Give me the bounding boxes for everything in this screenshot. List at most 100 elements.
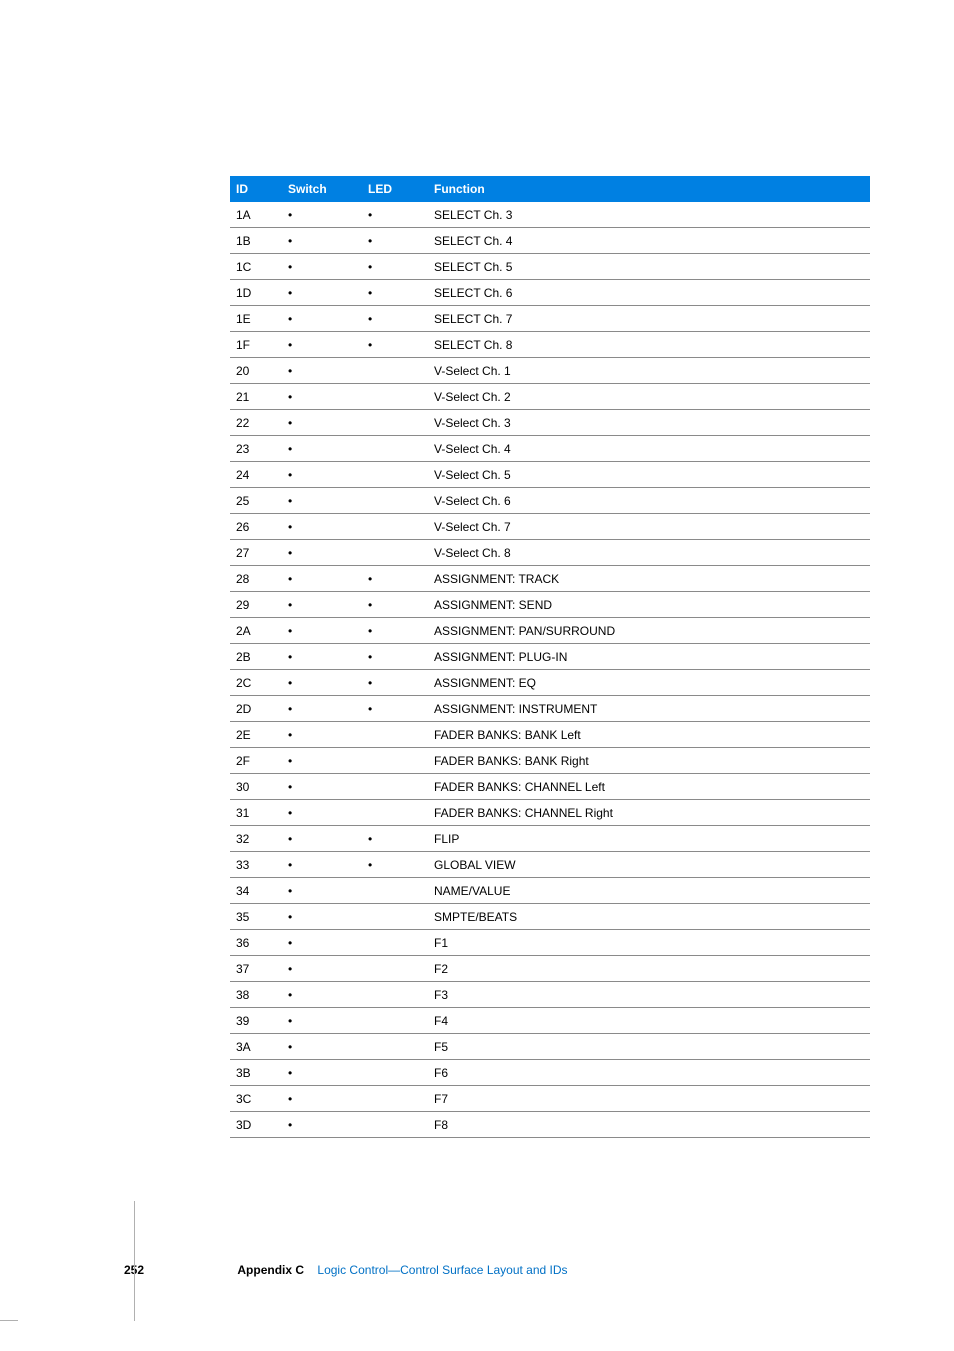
cell-id: 2C (230, 670, 282, 696)
cell-id: 1E (230, 306, 282, 332)
cell-id: 21 (230, 384, 282, 410)
cell-led: • (362, 254, 428, 280)
table-row: 1B••SELECT Ch. 4 (230, 228, 870, 254)
cell-function: SELECT Ch. 8 (428, 332, 870, 358)
cell-switch: • (282, 774, 362, 800)
cell-led (362, 800, 428, 826)
cell-function: SELECT Ch. 4 (428, 228, 870, 254)
cell-led: • (362, 592, 428, 618)
cell-switch: • (282, 956, 362, 982)
page-footer: 252 Appendix C Logic Control—Control Sur… (124, 1263, 568, 1277)
cell-id: 35 (230, 904, 282, 930)
table-row: 37•F2 (230, 956, 870, 982)
cell-id: 2B (230, 644, 282, 670)
cell-switch: • (282, 722, 362, 748)
cell-switch: • (282, 1086, 362, 1112)
table-row: 3D•F8 (230, 1112, 870, 1138)
cell-led (362, 774, 428, 800)
cell-function: FADER BANKS: CHANNEL Right (428, 800, 870, 826)
cell-switch: • (282, 1112, 362, 1138)
cell-id: 2A (230, 618, 282, 644)
cell-id: 28 (230, 566, 282, 592)
cell-led (362, 930, 428, 956)
cell-led: • (362, 332, 428, 358)
cell-led (362, 982, 428, 1008)
cell-function: ASSIGNMENT: PAN/SURROUND (428, 618, 870, 644)
table-row: 2D••ASSIGNMENT: INSTRUMENT (230, 696, 870, 722)
table-row: 2B••ASSIGNMENT: PLUG-IN (230, 644, 870, 670)
cell-function: FADER BANKS: BANK Left (428, 722, 870, 748)
cell-id: 2F (230, 748, 282, 774)
table-row: 1E••SELECT Ch. 7 (230, 306, 870, 332)
cell-switch: • (282, 1008, 362, 1034)
cell-switch: • (282, 462, 362, 488)
cell-id: 25 (230, 488, 282, 514)
cell-function: F3 (428, 982, 870, 1008)
cell-function: NAME/VALUE (428, 878, 870, 904)
appendix-label: Appendix C (237, 1263, 304, 1277)
col-header-id: ID (230, 176, 282, 202)
table-row: 1A••SELECT Ch. 3 (230, 202, 870, 228)
cell-switch: • (282, 982, 362, 1008)
cell-function: F7 (428, 1086, 870, 1112)
cell-led: • (362, 566, 428, 592)
table-row: 30•FADER BANKS: CHANNEL Left (230, 774, 870, 800)
table-row: 24• V-Select Ch. 5 (230, 462, 870, 488)
table-row: 2C••ASSIGNMENT: EQ (230, 670, 870, 696)
cell-function: SMPTE/BEATS (428, 904, 870, 930)
cell-function: ASSIGNMENT: INSTRUMENT (428, 696, 870, 722)
table-row: 29••ASSIGNMENT: SEND (230, 592, 870, 618)
cell-function: V-Select Ch. 7 (428, 514, 870, 540)
cell-switch: • (282, 280, 362, 306)
cell-id: 29 (230, 592, 282, 618)
cell-id: 2D (230, 696, 282, 722)
cell-function: V-Select Ch. 3 (428, 410, 870, 436)
cell-led (362, 956, 428, 982)
cell-led (362, 748, 428, 774)
col-header-led: LED (362, 176, 428, 202)
cell-id: 26 (230, 514, 282, 540)
cell-led (362, 1060, 428, 1086)
cell-id: 3A (230, 1034, 282, 1060)
cell-function: V-Select Ch. 5 (428, 462, 870, 488)
cell-function: V-Select Ch. 1 (428, 358, 870, 384)
cell-function: SELECT Ch. 3 (428, 202, 870, 228)
cell-switch: • (282, 306, 362, 332)
cell-function: ASSIGNMENT: EQ (428, 670, 870, 696)
cell-led: • (362, 852, 428, 878)
cell-led: • (362, 280, 428, 306)
table-row: 39•F4 (230, 1008, 870, 1034)
cell-function: SELECT Ch. 7 (428, 306, 870, 332)
cell-switch: • (282, 904, 362, 930)
cell-id: 3B (230, 1060, 282, 1086)
cell-switch: • (282, 670, 362, 696)
cell-id: 1A (230, 202, 282, 228)
cell-switch: • (282, 930, 362, 956)
table-row: 1C••SELECT Ch. 5 (230, 254, 870, 280)
cell-id: 22 (230, 410, 282, 436)
table-row: 2A••ASSIGNMENT: PAN/SURROUND (230, 618, 870, 644)
cell-function: V-Select Ch. 8 (428, 540, 870, 566)
cell-function: ASSIGNMENT: TRACK (428, 566, 870, 592)
cell-led: • (362, 644, 428, 670)
cell-function: V-Select Ch. 6 (428, 488, 870, 514)
cell-function: F6 (428, 1060, 870, 1086)
cell-led: • (362, 618, 428, 644)
table-row: 38•F3 (230, 982, 870, 1008)
cell-id: 30 (230, 774, 282, 800)
cell-id: 32 (230, 826, 282, 852)
table-row: 3C• F7 (230, 1086, 870, 1112)
cell-id: 1B (230, 228, 282, 254)
cell-led (362, 1086, 428, 1112)
cell-switch: • (282, 644, 362, 670)
cell-switch: • (282, 566, 362, 592)
cell-led (362, 514, 428, 540)
cell-id: 24 (230, 462, 282, 488)
cell-switch: • (282, 228, 362, 254)
cell-id: 3C (230, 1086, 282, 1112)
cell-function: SELECT Ch. 5 (428, 254, 870, 280)
cell-function: F1 (428, 930, 870, 956)
table-row: 2F•FADER BANKS: BANK Right (230, 748, 870, 774)
cell-led (362, 1112, 428, 1138)
cell-function: FADER BANKS: BANK Right (428, 748, 870, 774)
